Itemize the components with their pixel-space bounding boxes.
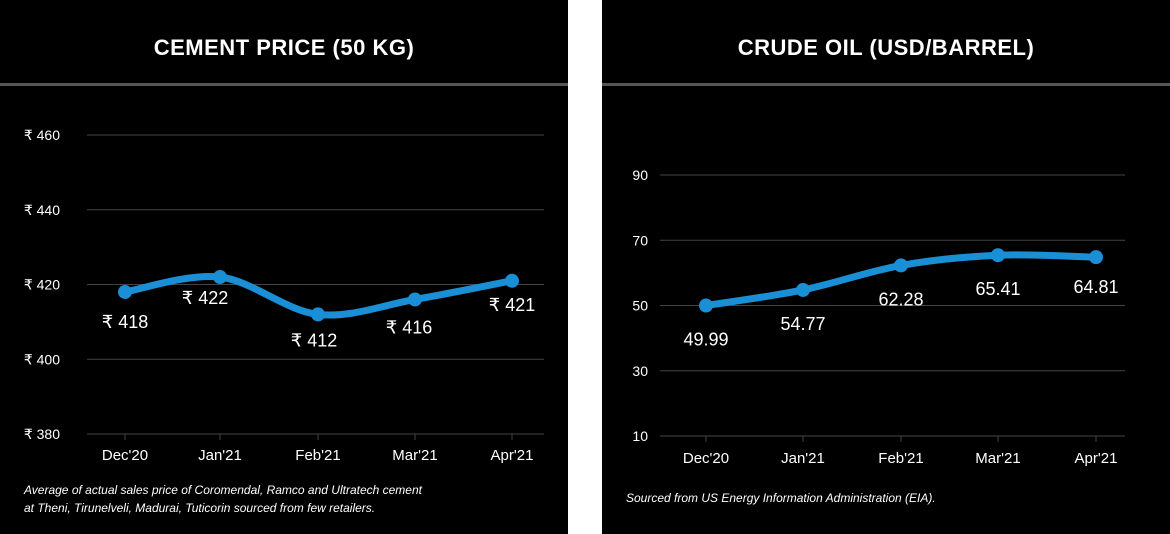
data-point <box>311 307 325 322</box>
cement-chart: ₹ 380 ₹ 400 ₹ 420 ₹ 440 ₹ 460 Dec'20 Jan'21 Feb… <box>24 127 544 464</box>
data-point <box>118 284 132 299</box>
y-tick-label: ₹ 460 <box>24 127 60 143</box>
y-tick-label: 30 <box>632 363 648 379</box>
y-tick-label: ₹ 440 <box>24 202 60 218</box>
data-label: 54.77 <box>780 314 825 334</box>
y-tick-label: ₹ 420 <box>24 277 60 293</box>
data-point <box>213 270 227 285</box>
data-label: ₹ 418 <box>102 312 149 332</box>
y-tick-label: 70 <box>632 232 648 248</box>
x-tick-label: Apr'21 <box>1075 450 1118 467</box>
y-tick-label: ₹ 400 <box>24 351 60 367</box>
data-point <box>894 258 908 273</box>
x-tick-label: Mar'21 <box>975 450 1020 467</box>
data-label: ₹ 421 <box>489 295 536 315</box>
chart-note: Average of actual sales price of Coromen… <box>24 481 544 517</box>
y-tick-label: 10 <box>632 428 648 444</box>
data-label: 65.41 <box>975 279 1020 299</box>
x-tick-label: Jan'21 <box>781 450 825 467</box>
note-line: Average of actual sales price of Coromen… <box>24 483 422 497</box>
crude-oil-chart-panel: CRUDE OIL (USD/BARREL) 10 30 50 70 90 Dec'20 J… <box>602 0 1170 534</box>
x-tick-label: Feb'21 <box>295 447 340 464</box>
crude-oil-chart: 10 30 50 70 90 Dec'20 Jan'21 Feb'21 Mar'21 Apr'21… <box>632 167 1125 467</box>
chart-title: CRUDE OIL (USD/BARREL) <box>602 0 1170 86</box>
y-tick-label: ₹ 380 <box>24 426 60 442</box>
data-point <box>699 298 713 313</box>
x-tick-label: Dec'20 <box>683 450 729 467</box>
data-point <box>991 248 1005 263</box>
data-label: ₹ 416 <box>386 317 433 337</box>
chart-note: Sourced from US Energy Information Admin… <box>626 489 1146 507</box>
data-label: 49.99 <box>683 330 728 350</box>
data-label: 64.81 <box>1073 277 1118 297</box>
data-point <box>1089 250 1103 265</box>
data-label: ₹ 422 <box>182 288 229 308</box>
x-tick-label: Dec'20 <box>102 447 148 464</box>
data-label: ₹ 412 <box>291 330 338 350</box>
x-tick-label: Jan'21 <box>198 447 242 464</box>
chart-title: CEMENT PRICE (50 KG) <box>0 0 568 86</box>
y-tick-label: 90 <box>632 167 648 183</box>
note-line: at Theni, Tirunelveli, Madurai, Tuticori… <box>24 501 376 515</box>
cement-chart-panel: CEMENT PRICE (50 KG) ₹ 380 ₹ 400 ₹ 420 ₹ 44… <box>0 0 568 534</box>
data-label: 62.28 <box>878 289 923 309</box>
data-point <box>408 292 422 307</box>
note-line: Sourced from US Energy Information Admin… <box>626 491 936 505</box>
y-tick-label: 50 <box>632 298 648 314</box>
x-tick-label: Apr'21 <box>491 447 534 464</box>
data-point <box>796 282 810 297</box>
x-tick-label: Feb'21 <box>878 450 923 467</box>
data-point <box>505 273 519 288</box>
x-tick-label: Mar'21 <box>392 447 437 464</box>
